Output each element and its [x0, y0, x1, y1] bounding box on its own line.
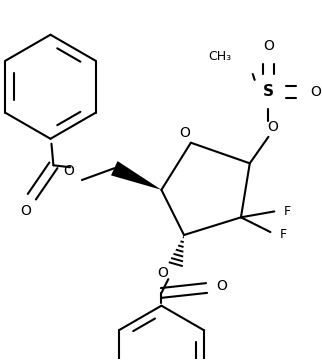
Text: F: F [284, 205, 291, 218]
Text: S: S [263, 84, 274, 99]
Polygon shape [111, 161, 161, 190]
Text: F: F [279, 227, 287, 240]
Text: O: O [310, 85, 321, 99]
Text: CH₃: CH₃ [208, 50, 231, 63]
Text: O: O [157, 266, 168, 280]
Text: O: O [216, 279, 227, 293]
Text: O: O [180, 126, 190, 140]
Text: O: O [21, 205, 31, 218]
Text: O: O [64, 164, 75, 178]
Text: O: O [263, 39, 274, 54]
Text: O: O [267, 120, 278, 134]
